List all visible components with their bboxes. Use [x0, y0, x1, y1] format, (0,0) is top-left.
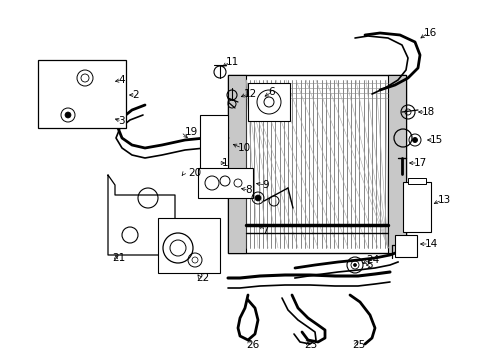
- Text: 7: 7: [262, 225, 268, 235]
- Text: 11: 11: [225, 57, 239, 67]
- Text: 18: 18: [421, 107, 434, 117]
- Text: 16: 16: [423, 28, 436, 38]
- Circle shape: [254, 195, 261, 201]
- Text: 22: 22: [196, 273, 209, 283]
- Bar: [200, 115, 227, 195]
- Text: 6: 6: [267, 87, 274, 97]
- Text: 14: 14: [424, 239, 437, 249]
- Bar: [247, 83, 289, 121]
- Text: 23: 23: [304, 340, 317, 350]
- Bar: [407, 178, 425, 184]
- Text: 21: 21: [112, 253, 125, 263]
- Text: 2: 2: [132, 90, 138, 100]
- Circle shape: [412, 138, 417, 143]
- Text: 4: 4: [118, 75, 124, 85]
- Text: 8: 8: [244, 185, 251, 195]
- Text: 5: 5: [365, 260, 372, 270]
- Text: 20: 20: [187, 168, 201, 178]
- Bar: [227, 75, 245, 253]
- Text: 26: 26: [245, 340, 259, 350]
- Bar: [198, 168, 252, 198]
- Bar: [402, 182, 430, 232]
- Circle shape: [65, 112, 71, 118]
- Bar: [394, 235, 416, 257]
- Bar: [387, 75, 405, 253]
- Text: 9: 9: [262, 180, 268, 190]
- Text: 24: 24: [365, 255, 379, 265]
- Text: 25: 25: [351, 340, 365, 350]
- Text: 19: 19: [184, 127, 198, 137]
- Bar: [227, 75, 405, 253]
- Text: 13: 13: [437, 195, 450, 205]
- Circle shape: [353, 264, 356, 266]
- Text: 3: 3: [118, 116, 124, 126]
- Bar: [158, 218, 220, 273]
- Text: 12: 12: [244, 89, 257, 99]
- Text: 15: 15: [429, 135, 442, 145]
- Text: 1: 1: [222, 158, 228, 168]
- Bar: [38, 60, 126, 128]
- Text: 17: 17: [413, 158, 427, 168]
- Text: 10: 10: [238, 143, 251, 153]
